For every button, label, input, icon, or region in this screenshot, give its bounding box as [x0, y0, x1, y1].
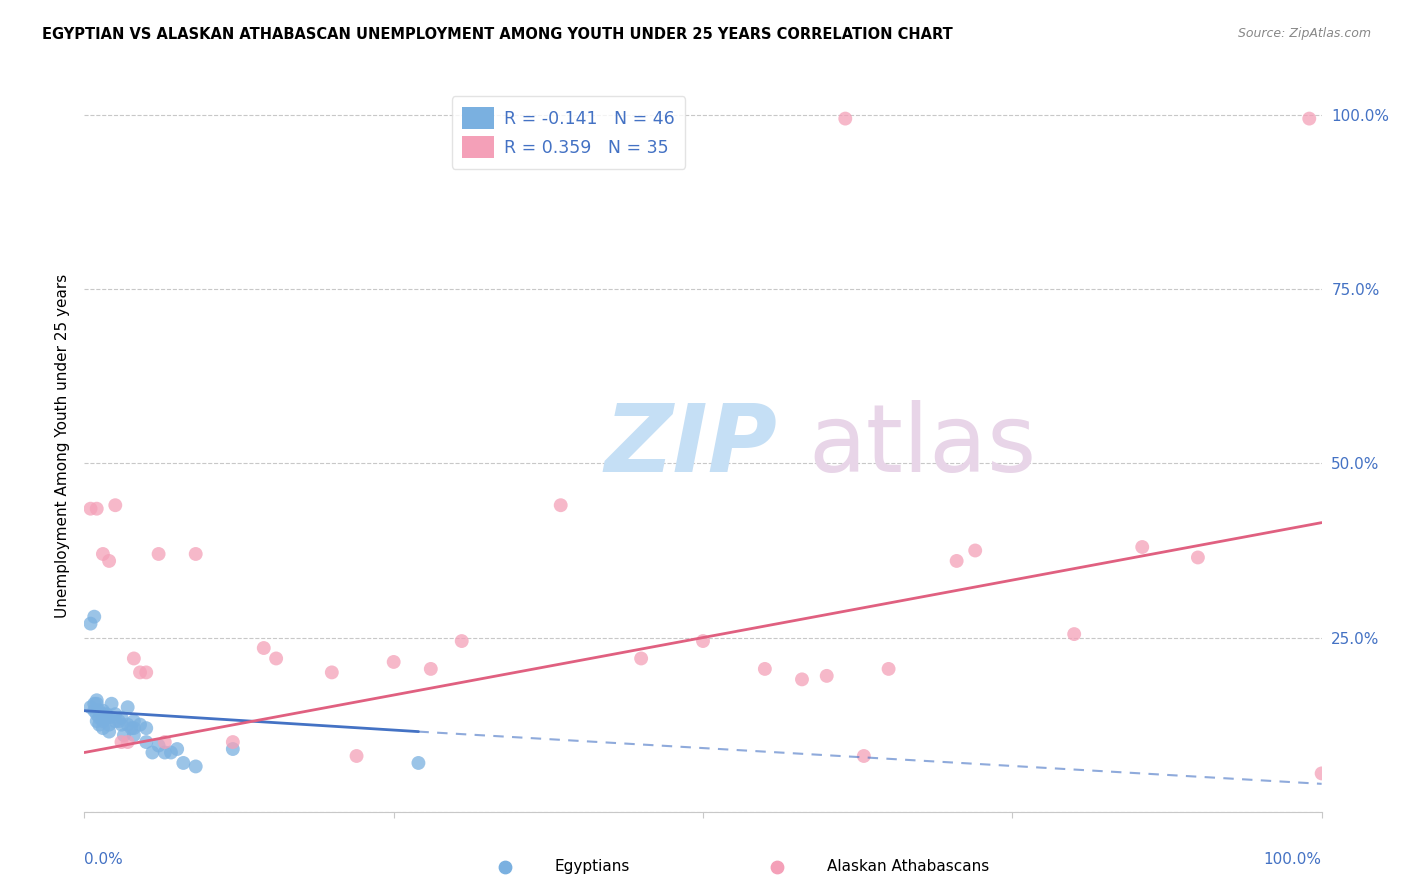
- Point: [222, 742, 245, 756]
- Point: [419, 662, 441, 676]
- Point: [815, 669, 838, 683]
- Point: [110, 711, 132, 725]
- Point: [117, 735, 139, 749]
- Point: [494, 857, 516, 871]
- Point: [253, 640, 276, 655]
- Point: [86, 697, 108, 711]
- Point: [1130, 540, 1153, 554]
- Point: [1298, 112, 1320, 126]
- Point: [91, 707, 114, 722]
- Point: [110, 717, 132, 731]
- Point: [877, 662, 900, 676]
- Point: [790, 673, 813, 687]
- Point: [122, 714, 145, 728]
- Point: [1310, 766, 1333, 780]
- Point: [630, 651, 652, 665]
- Point: [148, 739, 170, 753]
- Point: [79, 501, 101, 516]
- Point: [408, 756, 430, 770]
- Point: [83, 704, 105, 718]
- Point: [172, 756, 194, 770]
- Point: [766, 857, 789, 871]
- Y-axis label: Unemployment Among Youth under 25 years: Unemployment Among Youth under 25 years: [55, 274, 70, 618]
- Text: atlas: atlas: [808, 400, 1036, 492]
- Point: [86, 501, 108, 516]
- Point: [754, 662, 776, 676]
- Point: [184, 759, 207, 773]
- Text: Source: ZipAtlas.com: Source: ZipAtlas.com: [1237, 27, 1371, 40]
- Point: [83, 609, 105, 624]
- Point: [129, 717, 152, 731]
- Point: [153, 735, 176, 749]
- Point: [108, 714, 131, 728]
- Point: [945, 554, 967, 568]
- Point: [122, 721, 145, 735]
- Text: Egyptians: Egyptians: [554, 859, 630, 874]
- Point: [965, 543, 987, 558]
- Point: [141, 746, 163, 760]
- Point: [153, 746, 176, 760]
- Point: [91, 714, 114, 728]
- Point: [852, 749, 875, 764]
- Point: [86, 714, 108, 728]
- Point: [104, 707, 127, 722]
- Point: [98, 711, 121, 725]
- Point: [117, 717, 139, 731]
- Point: [321, 665, 343, 680]
- Text: Alaskan Athabascans: Alaskan Athabascans: [827, 859, 988, 874]
- Point: [100, 697, 122, 711]
- Text: EGYPTIAN VS ALASKAN ATHABASCAN UNEMPLOYMENT AMONG YOUTH UNDER 25 YEARS CORRELATI: EGYPTIAN VS ALASKAN ATHABASCAN UNEMPLOYM…: [42, 27, 953, 42]
- Point: [834, 112, 856, 126]
- Point: [86, 693, 108, 707]
- Text: 0.0%: 0.0%: [84, 852, 124, 867]
- Point: [135, 665, 157, 680]
- Point: [1187, 550, 1209, 565]
- Legend: R = -0.141   N = 46, R = 0.359   N = 35: R = -0.141 N = 46, R = 0.359 N = 35: [451, 96, 685, 169]
- Point: [89, 717, 111, 731]
- Point: [104, 714, 127, 728]
- Point: [89, 711, 111, 725]
- Point: [135, 735, 157, 749]
- Point: [104, 498, 127, 512]
- Point: [382, 655, 405, 669]
- Point: [112, 728, 135, 742]
- Point: [98, 717, 121, 731]
- Point: [129, 665, 152, 680]
- Point: [79, 616, 101, 631]
- Point: [98, 554, 121, 568]
- Text: ZIP: ZIP: [605, 400, 778, 492]
- Point: [264, 651, 287, 665]
- Point: [166, 742, 188, 756]
- Point: [89, 704, 111, 718]
- Point: [184, 547, 207, 561]
- Point: [222, 735, 245, 749]
- Point: [148, 547, 170, 561]
- Point: [110, 735, 132, 749]
- Point: [98, 724, 121, 739]
- Point: [135, 721, 157, 735]
- Point: [550, 498, 572, 512]
- Point: [160, 746, 183, 760]
- Point: [96, 711, 118, 725]
- Point: [1063, 627, 1085, 641]
- Point: [83, 697, 105, 711]
- Text: 100.0%: 100.0%: [1264, 852, 1322, 867]
- Point: [692, 634, 714, 648]
- Point: [122, 728, 145, 742]
- Point: [79, 700, 101, 714]
- Point: [91, 704, 114, 718]
- Point: [346, 749, 368, 764]
- Point: [122, 651, 145, 665]
- Point: [91, 547, 114, 561]
- Point: [86, 707, 108, 722]
- Point: [120, 721, 142, 735]
- Point: [117, 700, 139, 714]
- Point: [91, 721, 114, 735]
- Point: [96, 707, 118, 722]
- Point: [450, 634, 472, 648]
